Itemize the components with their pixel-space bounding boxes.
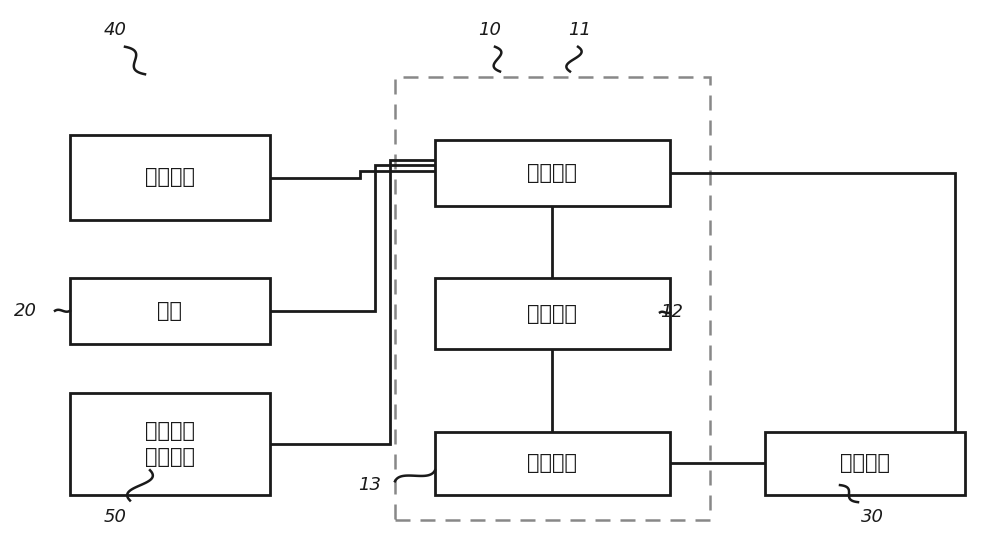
Bar: [435, 278, 670, 349]
Text: 40: 40: [104, 21, 126, 39]
Bar: [765, 432, 965, 495]
Bar: [70, 135, 270, 220]
Text: 输入装置: 输入装置: [528, 163, 578, 183]
Text: 远程信息
处理装置: 远程信息 处理装置: [145, 421, 195, 468]
Bar: [435, 140, 670, 206]
Bar: [395, 77, 710, 520]
Bar: [70, 393, 270, 495]
Text: 显示装置: 显示装置: [840, 453, 890, 474]
Text: 10: 10: [479, 21, 502, 39]
Text: 导航装置: 导航装置: [145, 167, 195, 188]
Text: 30: 30: [860, 508, 884, 526]
Text: 50: 50: [104, 508, 126, 526]
Text: 计算装置: 计算装置: [528, 304, 578, 323]
Text: 电池: 电池: [158, 301, 182, 321]
Text: 输出装置: 输出装置: [528, 453, 578, 474]
Text: 11: 11: [568, 21, 592, 39]
Bar: [70, 278, 270, 344]
Text: 13: 13: [358, 476, 382, 494]
Bar: [435, 432, 670, 495]
Text: 12: 12: [660, 304, 684, 321]
Text: 20: 20: [14, 302, 36, 320]
